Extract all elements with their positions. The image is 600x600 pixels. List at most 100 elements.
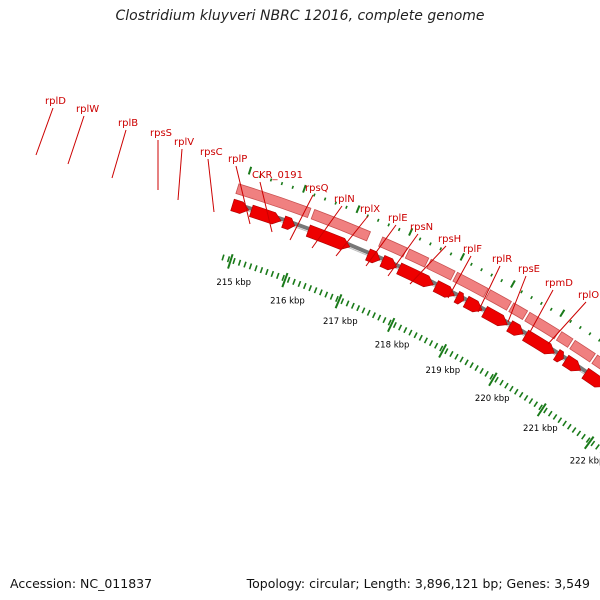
feature-track-segment [508,302,529,321]
scale-minor-tick [479,367,484,374]
outer-tick [459,252,466,261]
feature-track-segment [524,311,561,340]
scale-minor-tick [576,430,582,437]
outer-tick [559,309,566,318]
gene-arrow [552,349,564,363]
gene-label-leader [507,275,527,323]
gene-arrow [506,320,524,336]
gene-arrow [462,295,483,313]
scale-minor-tick [538,404,543,411]
scale-minor-tick [459,356,464,363]
scale-minor-tick [398,324,403,331]
gene-label: CKR_0191 [252,170,303,181]
outer-tick [387,223,391,227]
outer-tick [520,290,524,294]
gene-label: rplO [578,290,599,301]
scale-minor-tick [590,440,596,447]
feature-track-segment [485,289,512,311]
scale-minor-tick [504,382,509,389]
gene-arrow [521,329,555,355]
scale-minor-tick [518,391,524,398]
gene-arrow [281,215,296,230]
outer-tick [258,174,262,179]
outer-tick [578,325,582,330]
scale-minor-tick [270,270,275,278]
scale-label: 216 kbp [270,296,305,306]
gene-layer [230,198,600,388]
scale-minor-tick [418,334,423,341]
gene-arrow [481,305,508,327]
scale-minor-tick [254,265,258,272]
scale-minor-tick [366,309,371,316]
outer-tick [280,181,284,186]
scale-label: 221 kbp [523,424,558,434]
feature-track-segment [404,248,430,268]
scale-minor-tick [499,379,504,386]
gene-label: rpsS [150,128,172,139]
gene-arrow [453,290,465,305]
outer-tick [408,227,414,236]
scale-label: 219 kbp [425,366,460,376]
tick-layer [221,166,600,453]
outer-tick [323,197,327,201]
outer-tick [429,242,432,246]
feature-track-segment [426,258,456,281]
scale-minor-tick [547,410,553,417]
feature-track-segment [310,208,372,242]
gene-label: rplX [360,204,380,215]
outer-tick [269,178,273,182]
scale-minor-tick [434,342,439,349]
scale-minor-tick [281,274,285,281]
scale-minor-tick [356,305,361,312]
scale-minor-tick [523,394,529,401]
scale-minor-tick [335,295,339,303]
feature-track-segment [235,183,312,219]
gene-label-leader [387,233,419,277]
gene-arrow [396,262,434,288]
gene-label-leader [335,215,369,257]
feature-track-segment [378,236,408,258]
scale-minor-tick [275,272,280,279]
gene-label: rpmD [545,278,573,289]
scale-minor-tick [403,327,408,334]
gene-label-leader [529,289,554,333]
gene-label: rplR [492,254,512,265]
outer-tick [247,166,253,175]
scale-minor-tick [585,437,591,443]
scale-minor-tick [329,293,334,300]
outer-tick [490,273,494,277]
scale-minor-tick [454,353,459,360]
scale-major-tick [227,253,234,269]
scale-minor-tick [514,388,519,395]
scale-minor-tick [469,362,474,369]
scale-minor-tick [528,398,534,404]
gene-label-leader [235,165,251,225]
gene-label-leader [111,129,127,179]
scale-major-tick [438,343,448,358]
gene-label: rplP [228,154,247,165]
scale-minor-tick [232,257,236,265]
scale-minor-tick [237,259,242,266]
scale-minor-tick [595,444,600,450]
scale-label: 218 kbp [375,341,410,351]
scale-minor-tick [292,278,296,285]
gene-label-leader [177,148,183,201]
outer-tick [530,295,533,300]
scale-minor-tick [350,302,355,309]
gene-arrow [432,280,455,298]
gene-label: rplF [463,244,482,255]
scale-label: 215 kbp [216,278,251,288]
scale-label: 222 kbp [570,456,600,466]
map-title: Clostridium kluyveri NBRC 12016, complet… [115,8,485,24]
gene-arrow [379,255,398,271]
outer-tick [334,201,338,205]
outer-tick [397,227,401,232]
scale-minor-tick [265,268,269,276]
gene-label: rplN [334,194,355,205]
outer-tick [355,205,361,214]
outer-tick [439,247,443,251]
scale-minor-tick [474,365,479,372]
scale-major-tick [536,403,547,417]
scale-minor-tick [308,285,313,292]
